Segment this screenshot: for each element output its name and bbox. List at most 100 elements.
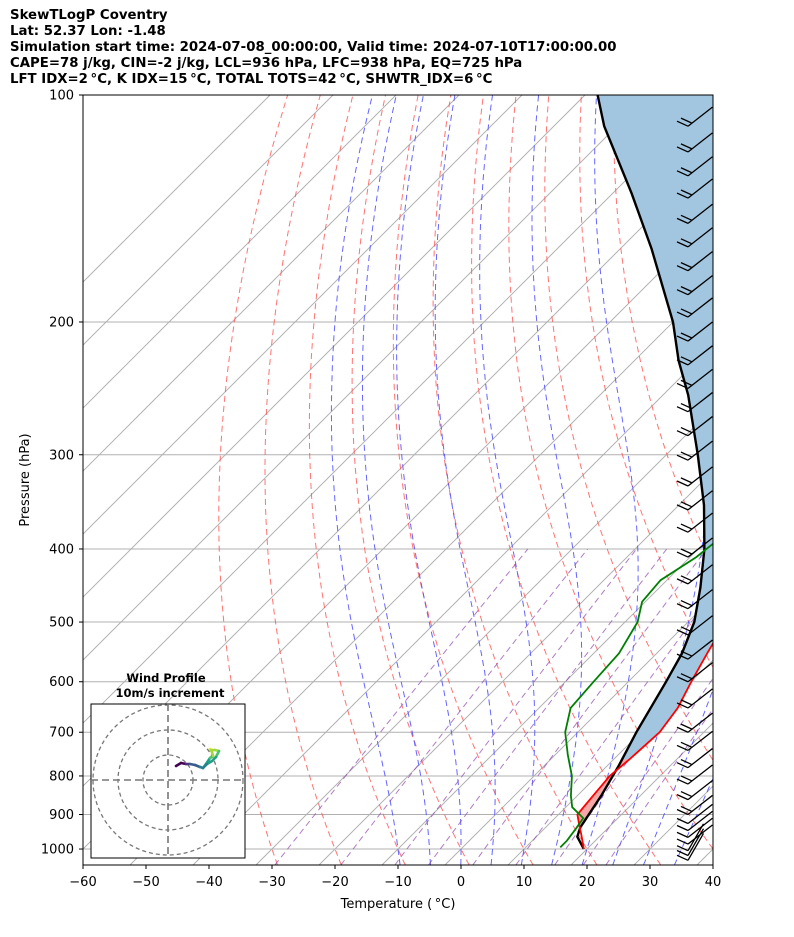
wind-barb	[676, 780, 713, 801]
wind-barb-flag	[676, 504, 689, 511]
isotherm--150	[83, 95, 271, 283]
wind-barb-staff	[687, 251, 713, 272]
wind-barb-staff	[687, 589, 713, 610]
wind-barb	[676, 730, 713, 752]
y-tick-label: 100	[49, 89, 74, 104]
moist-adiabat	[330, 95, 401, 865]
y-tick-label: 200	[49, 315, 74, 330]
wind-barb	[676, 392, 713, 413]
y-tick-label: 600	[49, 675, 74, 690]
wind-barb	[676, 639, 713, 660]
isotherm--40	[192, 344, 713, 865]
dry-adiabat	[711, 95, 713, 118]
wind-barb	[676, 178, 713, 199]
wind-barb-staff	[687, 662, 713, 683]
wind-barb	[676, 794, 713, 816]
mixing-ratio-lines	[274, 548, 713, 865]
x-tick-label: 30	[642, 875, 659, 890]
mixing-ratio-line	[394, 548, 637, 865]
temperature-line	[576, 641, 713, 850]
dry-adiabat	[745, 95, 794, 865]
wind-barb-flag	[676, 480, 689, 487]
isotherm--120	[83, 95, 460, 472]
mixing-ratio-line	[428, 548, 668, 865]
y-tick-label: 800	[49, 769, 74, 784]
wind-barb-flag	[680, 650, 693, 657]
x-tick-label: −40	[195, 875, 222, 890]
wind-barb-staff	[687, 368, 713, 389]
wind-barb-staff	[687, 321, 713, 342]
wind-barb-flag	[680, 286, 693, 293]
inset-subtitle: 10m/s increment	[116, 686, 225, 700]
isotherm--80	[83, 95, 712, 724]
wind-barb-staff	[687, 392, 713, 413]
isotherm--30	[255, 407, 713, 865]
wind-barb	[676, 817, 713, 838]
isotherm--100	[83, 95, 586, 598]
moist-adiabat	[531, 95, 583, 865]
wind-barb-flag	[680, 262, 693, 269]
chart-header: SkewTLogP Coventry Lat: 52.37 Lon: -1.48…	[10, 8, 617, 88]
wind-barb	[676, 106, 713, 127]
x-tick-label: 0	[457, 875, 465, 890]
wind-barb-staff	[687, 227, 713, 248]
wind-barb-staff	[687, 748, 713, 769]
wind-barb-flag	[676, 311, 689, 318]
cape-shading	[597, 95, 713, 768]
wind-barb-flag	[676, 744, 689, 752]
isotherm--140	[83, 95, 334, 346]
x-axis-label: Temperature ( °C)	[340, 897, 456, 912]
wind-barb-staff	[687, 297, 713, 318]
isotherm--130	[83, 95, 397, 409]
wind-barb-flag	[680, 379, 693, 386]
wind-barb	[676, 589, 713, 610]
wind-barb-staff	[687, 810, 713, 832]
wind-barb-flag	[676, 838, 689, 845]
stability-indices-1: CAPE=78 j/kg, CIN=-2 j/kg, LCL=936 hPa, …	[10, 56, 523, 71]
wind-barb-flag	[676, 849, 689, 857]
wind-barb-flag	[676, 762, 689, 769]
mixing-ratio-line	[605, 707, 713, 865]
inset-title: Wind Profile	[126, 671, 206, 685]
wind-barb	[676, 828, 705, 857]
wind-barb	[676, 512, 713, 533]
isotherm--10	[381, 533, 713, 865]
y-tick-label: 1000	[41, 843, 74, 858]
mixing-ratio-line	[340, 548, 588, 865]
wind-barb	[676, 490, 713, 511]
wind-barb-flag	[680, 775, 693, 782]
wind-profile-inset: Wind Profile 10m/s increment	[90, 671, 246, 859]
wind-barb-staff	[687, 466, 713, 487]
wind-barb-flag	[680, 699, 693, 706]
wind-barb-flag	[676, 146, 689, 153]
wind-barb-staff	[687, 275, 713, 296]
wind-barb-staff	[687, 639, 713, 660]
wind-barb-flag	[680, 214, 693, 221]
x-tick-label: 10	[516, 875, 533, 890]
dry-adiabat	[432, 95, 598, 865]
dry-adiabat	[218, 95, 289, 865]
background-lines	[83, 95, 794, 865]
dry-adiabat	[579, 95, 713, 669]
wind-barb-staff	[687, 512, 713, 533]
dry-adiabat	[264, 95, 342, 865]
moist-adiabat	[396, 95, 462, 865]
wind-barb	[676, 416, 713, 437]
wind-barb-staff	[687, 794, 713, 816]
wind-barb-staff	[687, 828, 705, 856]
wind-barb-flag	[676, 170, 689, 177]
wind-barb-flag	[680, 167, 693, 174]
wind-barb-staff	[687, 824, 713, 845]
x-tick-label: −10	[384, 875, 411, 890]
wind-barb-flag	[676, 551, 689, 558]
wind-barb-flag	[680, 117, 693, 124]
dry-adiabat	[544, 95, 713, 762]
wind-barb	[676, 833, 705, 861]
wind-barb-flag	[676, 702, 689, 709]
wind-barb-flag	[676, 653, 689, 660]
wind-barb-flag	[676, 726, 689, 733]
wind-barb-flag	[676, 778, 689, 785]
wind-barb	[676, 564, 713, 585]
wind-barb-flag	[676, 603, 689, 610]
wind-barb-staff	[687, 203, 713, 224]
